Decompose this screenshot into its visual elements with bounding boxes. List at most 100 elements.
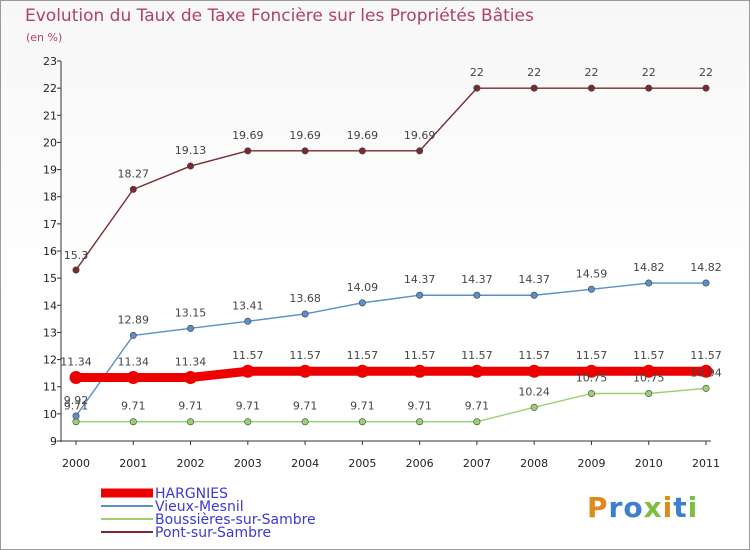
data-point	[355, 364, 369, 378]
data-label: 11.57	[289, 349, 321, 362]
data-point	[72, 266, 80, 274]
data-point	[241, 364, 255, 378]
data-point	[301, 418, 309, 426]
data-point	[416, 147, 424, 155]
data-label: 9.71	[293, 400, 318, 413]
data-point	[187, 418, 195, 426]
series-line	[71, 366, 711, 382]
data-label: 22	[470, 66, 484, 79]
data-label: 14.82	[633, 261, 665, 274]
data-point	[129, 418, 137, 426]
logo-letter: o	[623, 491, 644, 524]
data-label: 10.75	[633, 372, 665, 385]
y-tick-label: 20	[43, 136, 57, 149]
data-label: 14.37	[518, 273, 550, 286]
data-label: 11.57	[576, 349, 608, 362]
data-point	[530, 291, 538, 299]
data-point	[702, 279, 710, 287]
logo-letter: P	[587, 491, 609, 524]
data-point	[129, 331, 137, 339]
data-point	[413, 364, 427, 378]
data-label: 14.59	[576, 267, 608, 280]
data-point	[69, 370, 83, 384]
data-point	[244, 418, 252, 426]
series-hargnies	[69, 364, 713, 384]
data-point	[301, 310, 309, 318]
series-pont-sur-sambre	[72, 84, 710, 274]
series-vieux-mesnil	[72, 279, 710, 420]
series-line	[75, 87, 707, 271]
data-label: 11.57	[347, 349, 379, 362]
data-point	[298, 364, 312, 378]
data-point	[358, 299, 366, 307]
logo-letter: i	[662, 491, 674, 524]
data-point	[470, 364, 484, 378]
data-label: 10.94	[690, 366, 722, 379]
series-line	[75, 282, 707, 417]
x-tick-label: 2006	[406, 457, 434, 470]
data-point	[473, 84, 481, 92]
y-tick-label: 13	[43, 326, 57, 339]
data-label: 11.34	[118, 355, 150, 368]
legend-label: Vieux-Mesnil	[155, 499, 244, 515]
data-point	[530, 84, 538, 92]
data-label: 9.71	[178, 400, 203, 413]
data-point	[72, 412, 80, 420]
data-label: 10.75	[576, 372, 608, 385]
data-label: 19.13	[175, 144, 207, 157]
legend-label: Boussières-sur-Sambre	[155, 512, 316, 528]
data-point	[416, 418, 424, 426]
data-point	[184, 370, 198, 384]
y-tick-label: 19	[43, 164, 57, 177]
x-tick-label: 2003	[234, 457, 262, 470]
data-point	[244, 147, 252, 155]
x-tick-label: 2007	[463, 457, 491, 470]
data-point	[699, 364, 713, 378]
data-point	[530, 403, 538, 411]
y-tick-label: 14	[43, 299, 57, 312]
data-label: 13.15	[175, 306, 207, 319]
proxiti-logo: Proxiti	[587, 491, 698, 524]
data-point	[587, 84, 595, 92]
data-label: 13.41	[232, 299, 264, 312]
y-tick-label: 10	[43, 408, 57, 421]
data-point	[301, 147, 309, 155]
data-label: 11.57	[404, 349, 436, 362]
data-label: 22	[584, 66, 598, 79]
data-label: 11.57	[461, 349, 493, 362]
y-tick-label: 9	[50, 435, 57, 448]
data-point	[187, 162, 195, 170]
series-line	[75, 387, 707, 423]
y-tick-label: 23	[43, 55, 57, 68]
data-point	[244, 317, 252, 325]
data-point	[645, 389, 653, 397]
data-point	[358, 418, 366, 426]
data-label: 9.71	[407, 400, 432, 413]
data-label: 9.92	[64, 394, 89, 407]
data-label: 9.71	[121, 400, 146, 413]
data-point	[126, 370, 140, 384]
x-tick-label: 2008	[520, 457, 548, 470]
y-tick-label: 18	[43, 191, 57, 204]
data-label: 19.69	[404, 129, 436, 142]
data-point	[584, 364, 598, 378]
logo-letter: t	[673, 491, 688, 524]
x-tick-label: 2011	[692, 457, 720, 470]
x-tick-label: 2010	[635, 457, 663, 470]
data-label: 11.57	[232, 349, 264, 362]
logo-letter: i	[687, 491, 699, 524]
logo-letter: r	[608, 491, 624, 524]
data-point	[527, 364, 541, 378]
legend-label: Pont-sur-Sambre	[155, 525, 271, 541]
data-label: 11.57	[690, 349, 722, 362]
data-label: 11.34	[60, 355, 92, 368]
y-tick-label: 21	[43, 109, 57, 122]
data-label: 19.69	[232, 129, 264, 142]
data-point	[645, 84, 653, 92]
data-label: 14.37	[404, 273, 436, 286]
chart-title: Evolution du Taux de Taxe Foncière sur l…	[25, 6, 534, 26]
data-label: 15.3	[64, 249, 89, 262]
data-label: 11.34	[175, 355, 207, 368]
chart-subtitle: (en %)	[26, 31, 63, 44]
